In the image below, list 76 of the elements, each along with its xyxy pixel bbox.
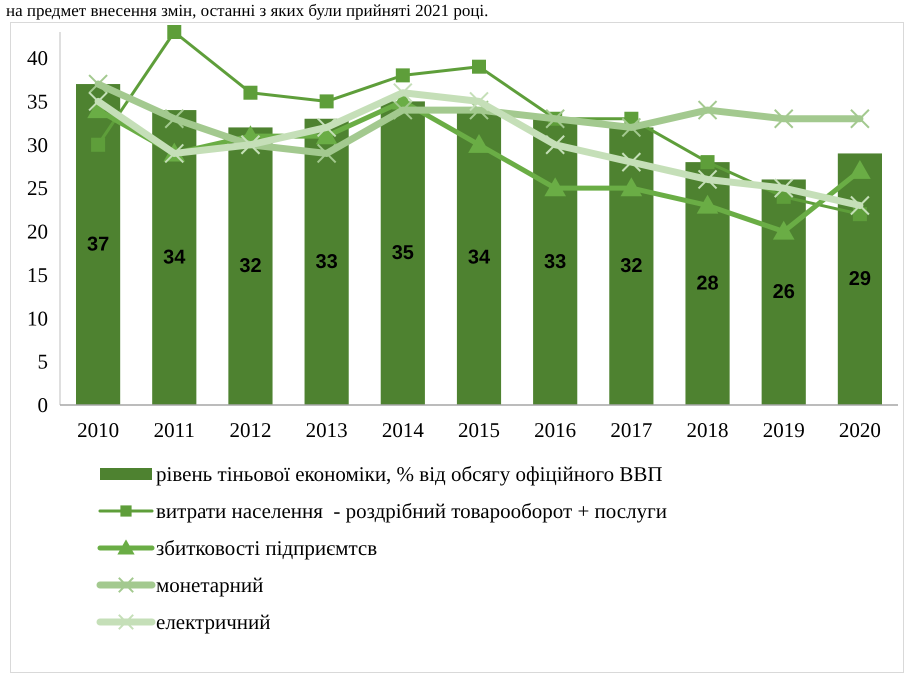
point <box>621 117 642 138</box>
x-tick-label: 2011 <box>154 418 195 442</box>
x-tick-label: 2012 <box>229 418 272 442</box>
point <box>392 82 413 103</box>
data-label: 34 <box>163 246 186 269</box>
data-label: 33 <box>544 250 566 273</box>
data-label: 32 <box>239 255 262 278</box>
x-tick-label: 2014 <box>382 418 424 442</box>
bar <box>609 127 654 405</box>
point <box>316 117 337 138</box>
point <box>469 91 489 112</box>
point <box>88 74 108 94</box>
point <box>850 108 870 129</box>
point <box>91 138 106 152</box>
point <box>850 195 870 216</box>
data-label: 28 <box>696 272 719 295</box>
point <box>544 177 566 196</box>
x-tick-label: 2018 <box>686 418 729 442</box>
bar <box>838 153 882 405</box>
legend-label: збитковості підприємтсв <box>156 536 378 560</box>
data-label: 33 <box>316 250 338 273</box>
point <box>772 220 795 240</box>
y-tick-label: 5 <box>38 350 48 374</box>
legend-label: рівень тіньової економіки, % від обсягу офіційного ВВП <box>156 462 663 486</box>
y-tick-label: 40 <box>27 46 48 70</box>
point <box>545 134 566 155</box>
y-tick-label: 20 <box>27 220 48 244</box>
point <box>167 25 182 39</box>
bar <box>76 84 120 405</box>
point <box>698 169 718 190</box>
text: на предмет внесення змін, останні з яких були прийняті 2021 році. <box>6 1 488 20</box>
x-tick-label: 2019 <box>762 418 805 442</box>
x-tick-label: 2010 <box>77 418 120 442</box>
x-tick-label: 2016 <box>534 418 576 442</box>
point <box>696 194 718 214</box>
point <box>468 134 490 153</box>
data-label: 35 <box>392 242 414 264</box>
data-label: 29 <box>848 268 872 290</box>
point <box>320 94 334 108</box>
point <box>164 108 184 129</box>
legend-label: електричний <box>156 610 270 634</box>
data-label: 34 <box>468 246 491 269</box>
bar <box>152 110 196 405</box>
point <box>621 152 642 172</box>
point <box>396 68 410 82</box>
bar <box>380 101 425 405</box>
point <box>469 100 489 120</box>
y-tick-label: 30 <box>27 132 48 157</box>
bar <box>685 162 730 405</box>
point <box>774 108 794 129</box>
bar <box>304 118 349 405</box>
point <box>700 155 715 170</box>
data-label: 32 <box>620 255 642 278</box>
point <box>472 60 486 74</box>
legend-label: монетарний <box>156 573 264 597</box>
point <box>698 100 718 120</box>
y-tick-label: 25 <box>27 176 48 200</box>
point <box>620 177 642 196</box>
point <box>316 143 337 164</box>
x-tick-label: 2017 <box>610 418 652 442</box>
data-label: 26 <box>772 281 795 304</box>
x-tick-label: 2013 <box>306 418 348 442</box>
point <box>774 178 794 198</box>
y-tick-label: 15 <box>27 262 48 287</box>
y-tick-label: 35 <box>27 89 48 114</box>
bar <box>228 127 273 405</box>
point <box>88 91 108 112</box>
bar <box>533 118 578 405</box>
y-tick-label: 10 <box>27 306 48 330</box>
x-tick-label: 2015 <box>458 418 500 442</box>
point <box>243 86 258 100</box>
data-label: 37 <box>86 234 110 256</box>
legend-label: витрати населення - роздрібний товарооборот + послуги <box>156 499 667 523</box>
y-tick-label: 0 <box>38 393 48 417</box>
point <box>392 100 413 120</box>
x-tick-label: 2020 <box>838 418 881 442</box>
